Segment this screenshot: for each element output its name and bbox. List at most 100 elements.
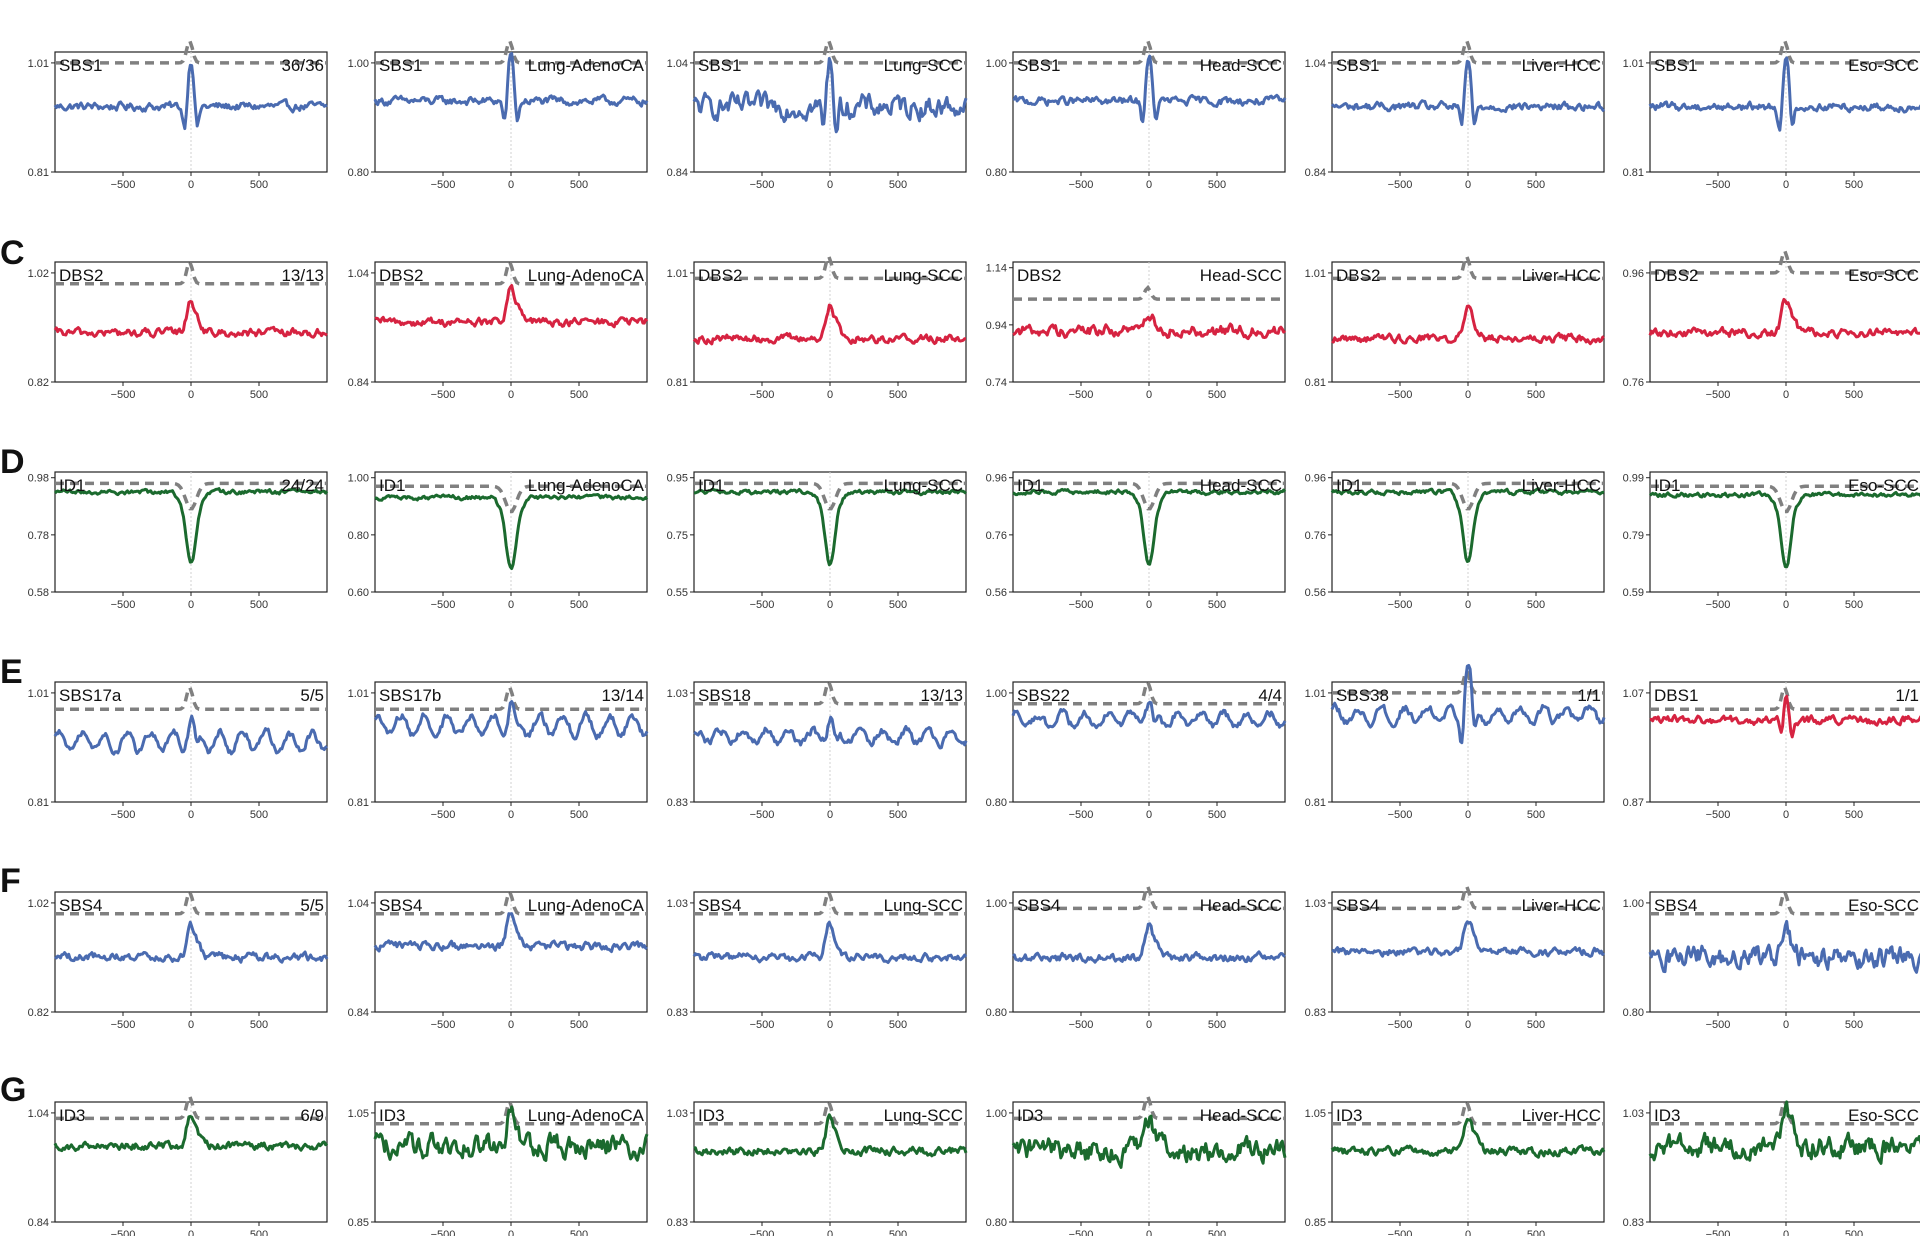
baseline-series — [1650, 682, 1920, 712]
panel-2-0: 0.98 0.78 0.58 −500 0 500 ID1 24/24 — [28, 471, 329, 611]
y-tick-label: 0.83 — [667, 1007, 688, 1019]
y-tick-label: 0.84 — [348, 1007, 369, 1019]
signature-label: DBS2 — [698, 266, 742, 285]
y-tick-label: 1.02 — [28, 898, 49, 910]
panel-5-2: 1.03 0.83 −500 0 500 ID3 Lung-SCC — [667, 1097, 968, 1236]
x-tick-label: 0 — [508, 599, 514, 611]
y-tick-label: 0.74 — [986, 377, 1007, 389]
panel-2-5: 0.99 0.79 0.59 −500 0 500 ID1 Eso-SCC — [1623, 471, 1920, 611]
signature-label: ID3 — [59, 1106, 85, 1125]
x-tick-label: 500 — [1845, 389, 1863, 401]
cohort-label: 1/1 — [1577, 686, 1601, 705]
y-tick-label: 0.96 — [986, 473, 1007, 485]
row-letter-c: C — [0, 234, 25, 272]
x-tick-label: −500 — [1388, 809, 1413, 821]
x-tick-label: −500 — [1069, 1019, 1094, 1031]
baseline-series — [375, 257, 647, 286]
x-tick-label: −500 — [111, 1019, 136, 1031]
signal-series — [53, 487, 329, 564]
y-tick-label: 1.03 — [1623, 1108, 1644, 1120]
panel-5-5: 1.03 0.83 −500 0 500 ID3 Eso-SCC — [1623, 1097, 1920, 1236]
x-tick-label: 500 — [889, 599, 907, 611]
y-tick-label: 1.01 — [1305, 688, 1326, 700]
signature-label: DBS2 — [1017, 266, 1061, 285]
baseline-series — [1332, 882, 1604, 911]
signature-label: DBS2 — [1654, 266, 1698, 285]
signature-label: DBS2 — [59, 266, 103, 285]
signal-series — [374, 493, 649, 570]
cohort-label: Liver-HCC — [1522, 266, 1601, 285]
x-tick-label: −500 — [1069, 809, 1094, 821]
y-tick-label: 0.82 — [28, 1007, 49, 1019]
baseline-series — [1013, 1092, 1285, 1121]
y-tick-label: 1.00 — [986, 898, 1007, 910]
signal-series — [693, 1113, 968, 1158]
cohort-label: 5/5 — [300, 686, 324, 705]
y-tick-label: 0.59 — [1623, 587, 1644, 599]
x-tick-label: −500 — [1706, 1019, 1731, 1031]
x-tick-label: −500 — [1706, 809, 1731, 821]
x-tick-label: 500 — [1527, 809, 1545, 821]
x-tick-label: −500 — [750, 179, 775, 191]
x-tick-label: 0 — [1146, 1229, 1152, 1236]
signal-series — [1648, 56, 1920, 132]
x-tick-label: 0 — [1465, 389, 1471, 401]
signature-label: ID3 — [698, 1106, 724, 1125]
cohort-label: Head-SCC — [1200, 56, 1282, 75]
signature-label: SBS4 — [1654, 896, 1697, 915]
signal-series — [692, 920, 968, 964]
x-tick-label: 0 — [1783, 389, 1789, 401]
x-tick-label: 0 — [1146, 179, 1152, 191]
signature-label: ID3 — [379, 1106, 405, 1125]
x-tick-label: −500 — [750, 1229, 775, 1236]
panel-4-0: 1.02 0.82 −500 0 500 SBS4 5/5 — [28, 887, 329, 1031]
y-tick-label: 0.85 — [1305, 1217, 1326, 1229]
baseline-series — [694, 677, 966, 706]
baseline-series — [1332, 36, 1604, 65]
x-tick-label: 500 — [889, 1229, 907, 1236]
signal-series — [1330, 59, 1606, 127]
y-tick-label: 0.56 — [986, 587, 1007, 599]
x-tick-label: 0 — [1146, 599, 1152, 611]
x-tick-label: −500 — [111, 1229, 136, 1236]
signal-series — [53, 63, 328, 131]
cohort-label: Lung-AdenoCA — [528, 476, 645, 495]
signal-series — [1331, 304, 1605, 346]
y-tick-label: 1.04 — [28, 1108, 49, 1120]
y-tick-label: 0.76 — [986, 530, 1007, 542]
cohort-label: Liver-HCC — [1522, 476, 1601, 495]
y-tick-label: 1.01 — [1305, 268, 1326, 280]
x-tick-label: 0 — [1465, 1229, 1471, 1236]
baseline-series — [55, 1092, 327, 1121]
signal-series — [1649, 490, 1920, 569]
x-tick-label: 0 — [1146, 1019, 1152, 1031]
panel-2-1: 1.00 0.80 0.60 −500 0 500 ID1 Lung-AdenoCA — [348, 471, 649, 611]
panel-1-1: 1.04 0.84 −500 0 500 DBS2 Lung-AdenoCA — [348, 257, 649, 401]
cohort-label: Liver-HCC — [1522, 1106, 1601, 1125]
x-tick-label: 0 — [1783, 179, 1789, 191]
y-tick-label: 0.84 — [1305, 167, 1326, 179]
cohort-label: Head-SCC — [1200, 476, 1282, 495]
signature-label: ID3 — [1336, 1106, 1362, 1125]
y-tick-label: 1.07 — [1623, 688, 1644, 700]
x-tick-label: −500 — [1069, 179, 1094, 191]
y-tick-label: 0.80 — [986, 1217, 1007, 1229]
signal-series — [54, 920, 329, 964]
baseline-series — [1013, 677, 1285, 706]
signal-series — [1648, 919, 1920, 974]
row-letter-e: E — [0, 653, 23, 691]
panel-5-3: 1.00 0.80 −500 0 500 ID3 Head-SCC — [986, 1092, 1287, 1236]
baseline-series — [375, 484, 647, 514]
y-tick-label: 0.84 — [667, 167, 688, 179]
y-tick-label: 0.79 — [1623, 530, 1644, 542]
cohort-label: 36/36 — [281, 56, 324, 75]
x-tick-label: 500 — [1208, 1019, 1226, 1031]
signature-label: SBS4 — [379, 896, 422, 915]
x-tick-label: 0 — [1465, 179, 1471, 191]
x-tick-label: 0 — [188, 389, 194, 401]
baseline-series — [375, 36, 647, 65]
cohort-label: 24/24 — [281, 476, 324, 495]
y-tick-label: 0.99 — [1623, 473, 1644, 485]
signature-label: SBS1 — [1654, 56, 1697, 75]
x-tick-label: −500 — [750, 599, 775, 611]
